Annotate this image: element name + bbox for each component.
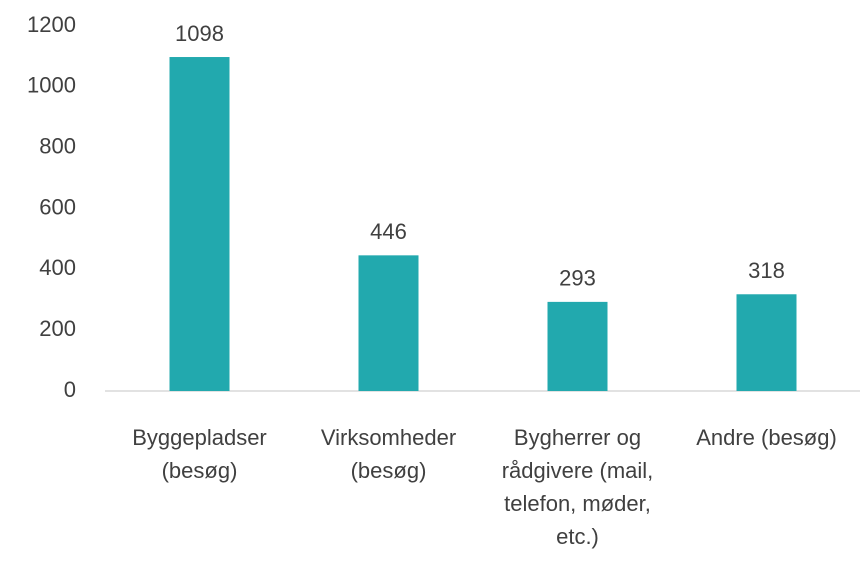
x-tick-label: Andre (besøg) (696, 425, 837, 450)
y-tick-label: 200 (39, 316, 76, 341)
data-label: 446 (370, 219, 407, 244)
x-tick-label: Virksomheder (besøg) (320, 425, 457, 483)
data-label: 1098 (175, 21, 224, 46)
y-tick-label: 400 (39, 255, 76, 280)
data-label: 293 (559, 266, 596, 291)
y-tick-label: 1000 (27, 73, 76, 98)
y-tick-label: 0 (64, 377, 76, 402)
data-label: 318 (748, 258, 785, 283)
x-tick-label: Bygherrer og rådgivere (mail, telefon, m… (501, 425, 654, 549)
bar (547, 301, 608, 391)
bar (169, 57, 230, 392)
bar (358, 255, 419, 391)
y-tick-label: 600 (39, 194, 76, 219)
x-tick-label: Byggepladser (besøg) (132, 425, 267, 483)
y-tick-label: 1200 (27, 12, 76, 37)
bar (736, 294, 797, 391)
y-tick-label: 800 (39, 133, 76, 158)
